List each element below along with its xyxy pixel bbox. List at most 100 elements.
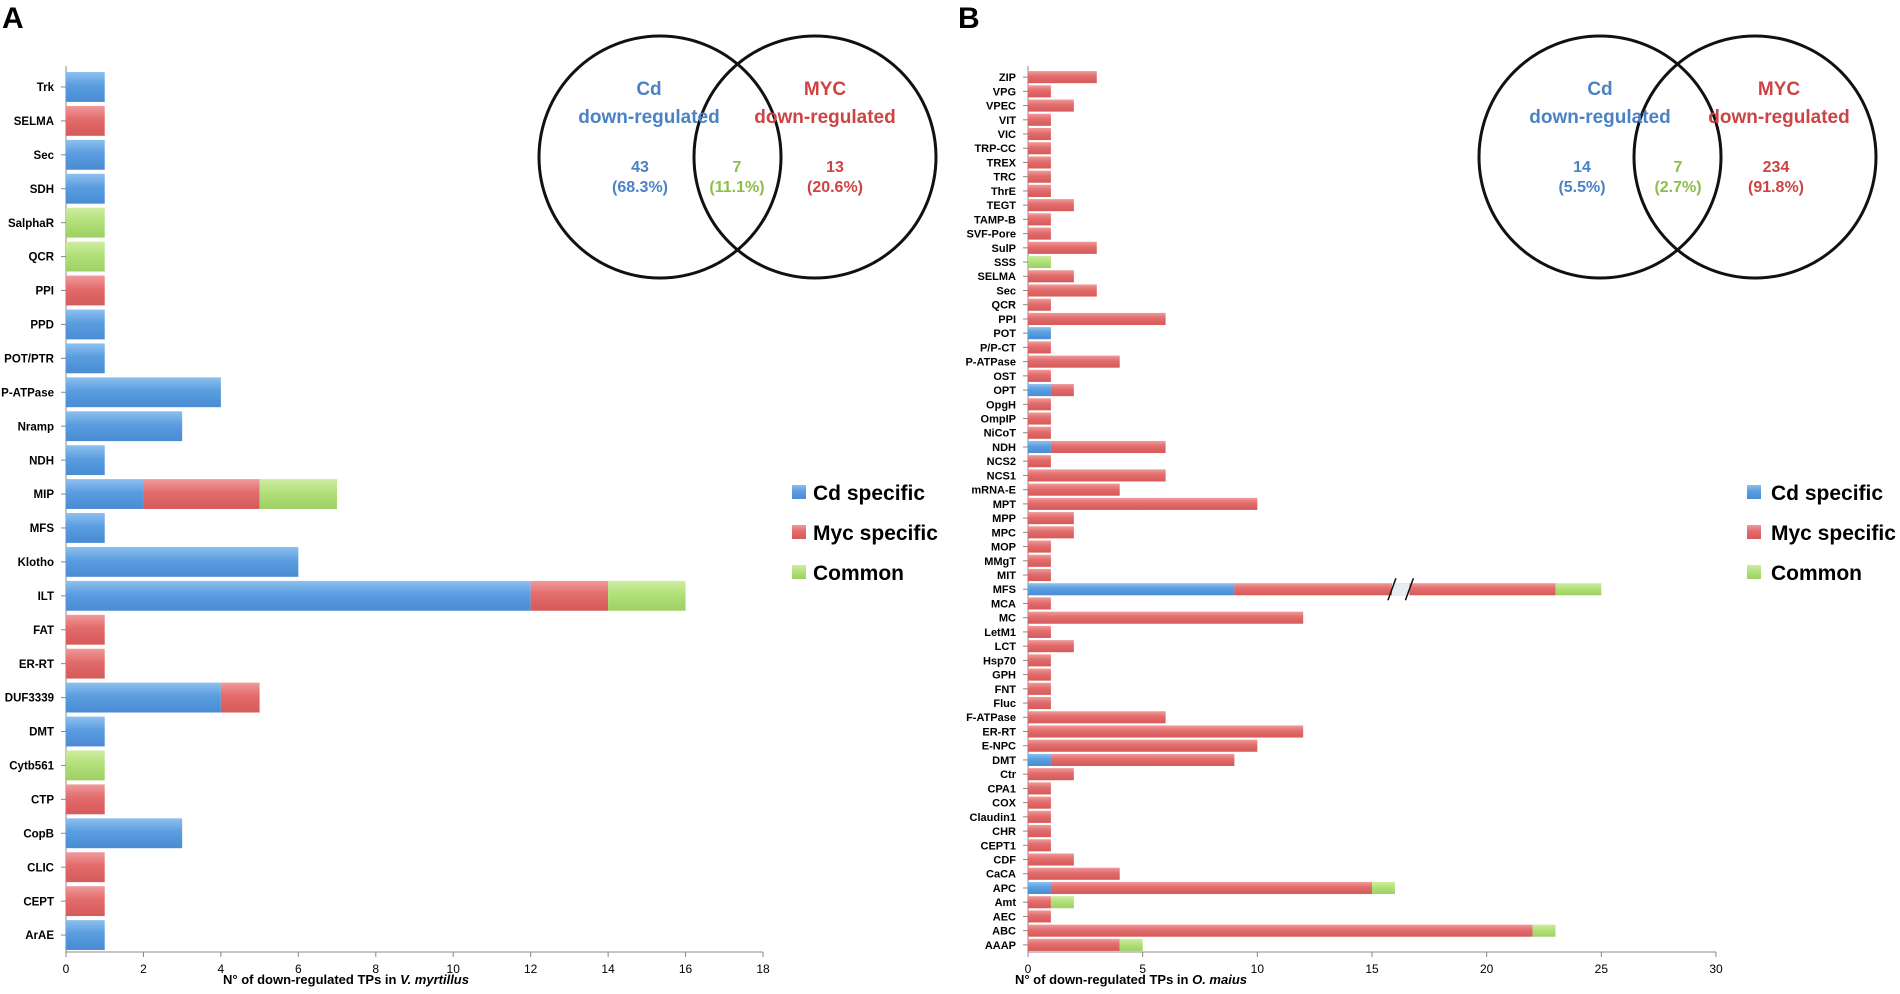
legend-swatch-myc [1747, 525, 1761, 539]
category-label: CTP [31, 794, 54, 806]
bar-myc-p-atpase [1028, 355, 1120, 368]
bar-myc-sec [1028, 284, 1097, 297]
category-label: POT [993, 328, 1016, 340]
category-label: VPG [993, 86, 1016, 98]
bar-cd-ilt [66, 580, 531, 611]
category-label: CLIC [27, 862, 54, 874]
category-label: TREX [987, 157, 1017, 169]
category-label: ER-RT [19, 659, 54, 671]
axis-break-mark [1387, 577, 1397, 601]
bar-myc-zip [1028, 71, 1097, 84]
category-label: CopB [23, 828, 54, 840]
category-label: ABC [992, 926, 1016, 938]
bar-myc-ndh [1050, 440, 1166, 454]
x-tick-label: 0 [1025, 962, 1032, 976]
bar-myc-vit [1028, 113, 1051, 126]
bar-myc-ctp [66, 784, 105, 815]
category-label: Klotho [18, 557, 54, 569]
category-label: DMT [992, 755, 1016, 767]
bar-myc-letm1 [1028, 625, 1051, 638]
category-label: VIT [999, 115, 1016, 127]
venn-myc-count: 234 [1763, 159, 1790, 176]
bar-cd-ndh [1028, 440, 1051, 454]
category-label: Hsp70 [983, 655, 1016, 667]
panel-a-letter: A [2, 2, 24, 35]
category-label: NiCoT [984, 428, 1017, 440]
category-label: OST [993, 371, 1016, 383]
category-label: TRP-CC [974, 143, 1016, 155]
bar-myc-mmgt [1028, 554, 1051, 567]
category-label: MFS [30, 523, 55, 535]
bar-myc-ncs1 [1028, 469, 1166, 482]
category-label: DMT [29, 727, 54, 739]
category-label: Sec [34, 150, 55, 162]
bar-myc-cdf [1028, 853, 1074, 866]
category-label: CEPT1 [981, 840, 1016, 852]
category-label: P-ATPase [965, 357, 1016, 369]
x-tick-label: 12 [524, 962, 538, 976]
bar-cd-p-atpase [66, 377, 221, 408]
bar-myc-ppi [1028, 312, 1166, 325]
bar-myc-mrna-e [1028, 483, 1120, 496]
bar-myc-chr [1028, 825, 1051, 838]
panel-a-x-axis-label: N° of down-regulated TPs in V. myrtillus [223, 972, 469, 987]
legend-swatch-cd [792, 485, 806, 499]
venn-common-percent: (11.1%) [709, 179, 764, 196]
x-tick-label: 4 [218, 962, 225, 976]
category-label: LetM1 [984, 627, 1016, 639]
bar-cd-ndh [66, 445, 105, 476]
bar-myc-mip [143, 479, 260, 509]
bar-myc-mc [1028, 611, 1304, 624]
bar-myc-vpg [1028, 85, 1051, 98]
bar-myc-trp-cc [1028, 142, 1051, 155]
bar-myc-selma [66, 105, 105, 136]
category-label: MIP [34, 489, 55, 501]
category-label: F-ATPase [966, 712, 1016, 724]
bar-myc-svf-pore [1028, 227, 1051, 240]
bar-myc-clic [66, 852, 105, 883]
bar-myc-caca [1028, 867, 1120, 880]
bar-myc-thre [1028, 184, 1051, 197]
category-label: FAT [33, 625, 54, 637]
venn-myc-count: 13 [826, 159, 844, 176]
category-label: MC [999, 613, 1016, 625]
category-label: SVF-Pore [966, 229, 1016, 241]
legend-label-myc: Myc specific [813, 522, 938, 545]
bar-myc-ppi [66, 275, 105, 306]
venn-cd-percent: (5.5%) [1558, 179, 1605, 196]
category-label: FNT [995, 684, 1017, 696]
bar-myc-vpec [1028, 99, 1074, 112]
category-label: NDH [29, 455, 54, 467]
venn-common-count: 7 [733, 159, 742, 176]
bar-myc-mit [1028, 568, 1051, 582]
category-label: CaCA [986, 869, 1016, 881]
bar-common-qcr [66, 241, 105, 272]
venn-common-count: 7 [1674, 159, 1683, 176]
bar-cd-apc [1028, 881, 1051, 895]
bar-myc-fat [66, 614, 105, 645]
bar-myc-mpp [1028, 512, 1074, 525]
category-label: POT/PTR [4, 353, 55, 365]
bar-cd-pot [1028, 327, 1051, 340]
bar-myc-dmt [1050, 753, 1235, 766]
bar-myc-opt [1050, 384, 1074, 397]
bar-common-cytb561 [66, 750, 105, 781]
category-label: ThrE [991, 186, 1016, 198]
category-label: QCR [992, 300, 1017, 312]
bar-cd-pot-ptr [66, 343, 105, 374]
category-label: NCS2 [987, 456, 1016, 468]
venn-circle-cd [537, 34, 783, 280]
venn-cd-percent: (68.3%) [612, 179, 668, 196]
category-label: Trk [37, 82, 55, 94]
category-label: Ctr [1000, 769, 1017, 781]
bar-myc-lct [1028, 640, 1074, 653]
bar-myc-f-atpase [1028, 711, 1166, 724]
venn-cd-count: 14 [1573, 159, 1591, 176]
bar-myc-fnt [1028, 682, 1051, 695]
bar-myc-trex [1028, 156, 1051, 169]
bar-myc-mpt [1028, 497, 1258, 510]
bar-cd-mfs [66, 513, 105, 543]
panel-a-bars: 0 2 4 6 8 10 12 14 16 18 Trk SELMA Sec SDH SalphaR QCR P… [1, 66, 770, 976]
venn-cd-subtitle: down-regulated [1529, 107, 1670, 128]
category-label: QCR [28, 252, 54, 264]
